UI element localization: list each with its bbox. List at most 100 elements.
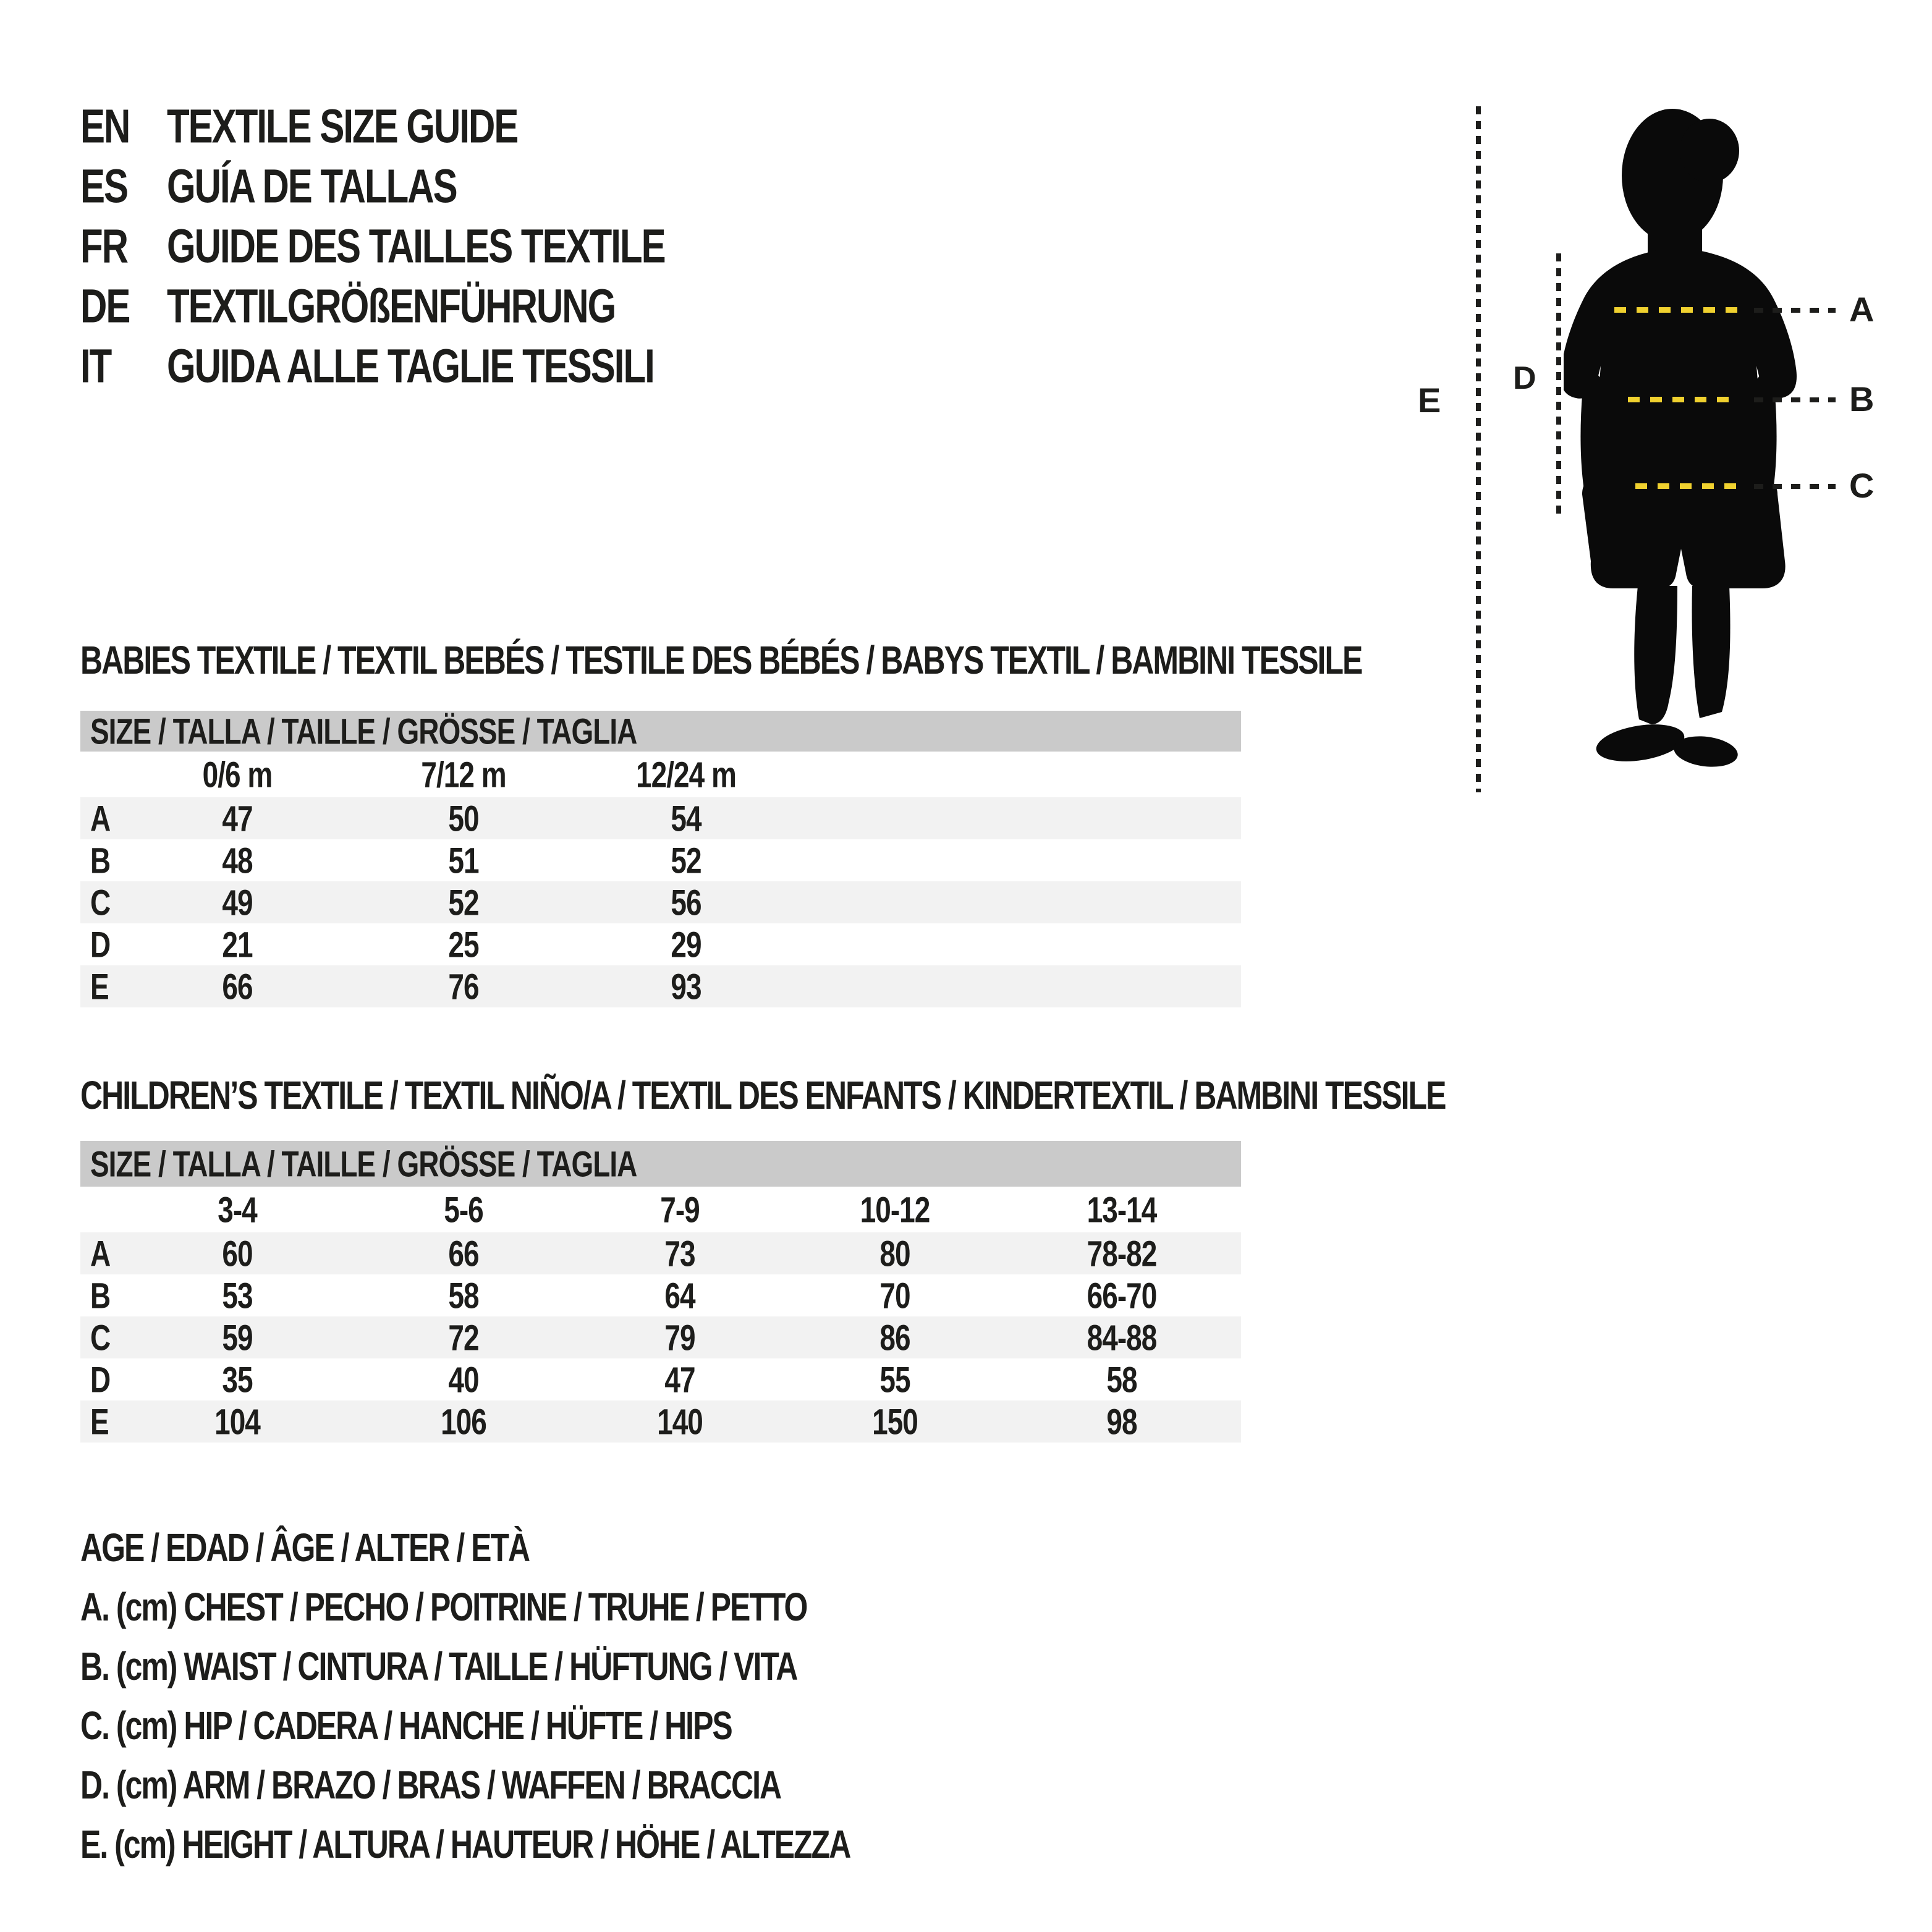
children-row-label-B: B: [90, 1274, 111, 1316]
legend-hip-text: C. (cm) HIP / CADERA / HANCHE / HÜFTE / …: [80, 1703, 733, 1748]
babies-cell-B-0: 48: [222, 839, 253, 881]
legend-waist-text: B. (cm) WAIST / CINTURA / TAILLE / HÜFTU…: [80, 1644, 798, 1688]
children-row-A: A 60 66 73 80 78-82: [80, 1232, 1241, 1274]
children-section-heading: CHILDREN’S TEXTILE / TEXTIL NIÑO/A / TEX…: [80, 1073, 1446, 1117]
legend-height-text: E. (cm) HEIGHT / ALTURA / HAUTEUR / HÖHE…: [80, 1822, 851, 1866]
lang-code-es: ES: [80, 159, 129, 213]
silhouette-right-shoe: [1674, 736, 1738, 767]
title-es: GUÍA DE TALLAS: [167, 159, 458, 213]
babies-cell-C-2: 56: [671, 881, 701, 923]
legend-chest-text: A. (cm) CHEST / PECHO / POITRINE / TRUHE…: [80, 1585, 808, 1629]
babies-cell-D-2: 29: [671, 923, 701, 965]
children-row-label-D: D: [90, 1358, 111, 1400]
babies-row-B: B 48 51 52: [80, 839, 1241, 881]
babies-row-label-A: A: [90, 797, 111, 839]
babies-column-header-row: 0/6 m 7/12 m 12/24 m: [80, 752, 1241, 797]
children-size-header-text: SIZE / TALLA / TAILLE / GRÖSSE / TAGLIA: [90, 1143, 637, 1185]
silhouette-left-leg: [1634, 586, 1677, 724]
figure-label-a: A: [1849, 290, 1875, 329]
lang-code-fr: FR: [80, 219, 129, 273]
figure-label-c: C: [1849, 466, 1875, 505]
children-row-E: E 104 106 140 150 98: [80, 1400, 1241, 1443]
lang-code-de: DE: [80, 279, 130, 333]
children-cell-B-4: 66-70: [1087, 1274, 1158, 1316]
children-row-B: B 53 58 64 70 66-70: [80, 1274, 1241, 1316]
hip-leader-line: [1754, 484, 1836, 489]
hip-line-yellow: [1635, 483, 1743, 489]
children-col-header-2: 7-9: [660, 1188, 700, 1231]
legend-waist: B. (cm) WAIST / CINTURA / TAILLE / HÜFTU…: [80, 1644, 798, 1688]
silhouette-hair: [1680, 119, 1739, 183]
children-cell-D-1: 40: [448, 1358, 479, 1400]
children-col-header-3: 10-12: [860, 1188, 931, 1231]
children-size-header-bar: SIZE / TALLA / TAILLE / GRÖSSE / TAGLIA: [80, 1141, 1241, 1187]
chest-line-yellow: [1614, 307, 1739, 313]
children-cell-D-0: 35: [222, 1358, 253, 1400]
children-cell-A-4: 78-82: [1087, 1232, 1158, 1274]
arm-measure-line-d: [1556, 253, 1561, 519]
babies-section-heading: BABIES TEXTILE / TEXTIL BEBÉS / TESTILE …: [80, 638, 1363, 682]
babies-row-A: A 47 50 54: [80, 797, 1241, 839]
children-cell-B-0: 53: [222, 1274, 253, 1316]
children-cell-C-0: 59: [222, 1316, 253, 1358]
babies-row-label-D: D: [90, 923, 111, 965]
children-cell-D-3: 55: [879, 1358, 910, 1400]
babies-cell-E-0: 66: [222, 965, 253, 1007]
title-en: TEXTILE SIZE GUIDE: [167, 100, 519, 153]
children-cell-C-2: 79: [664, 1316, 695, 1358]
children-heading-text: CHILDREN’S TEXTILE / TEXTIL NIÑO/A / TEX…: [80, 1073, 1446, 1117]
babies-cell-E-2: 93: [671, 965, 701, 1007]
children-cell-C-1: 72: [448, 1316, 479, 1358]
babies-size-header-text: SIZE / TALLA / TAILLE / GRÖSSE / TAGLIA: [90, 710, 637, 752]
legend-age: AGE / EDAD / ÂGE / ALTER / ETÀ: [80, 1525, 530, 1570]
babies-col-header-1: 7/12 m: [421, 753, 506, 795]
babies-cell-B-2: 52: [671, 839, 701, 881]
babies-cell-A-2: 54: [671, 797, 701, 839]
legend-hip: C. (cm) HIP / CADERA / HANCHE / HÜFTE / …: [80, 1703, 733, 1748]
babies-cell-C-1: 52: [448, 881, 479, 923]
children-cell-D-4: 58: [1106, 1358, 1137, 1400]
babies-row-E: E 66 76 93: [80, 965, 1241, 1007]
legend-age-text: AGE / EDAD / ÂGE / ALTER / ETÀ: [80, 1525, 530, 1570]
children-cell-B-1: 58: [448, 1274, 479, 1316]
babies-cell-D-1: 25: [448, 923, 479, 965]
babies-row-D: D 21 25 29: [80, 923, 1241, 965]
babies-col-header-0: 0/6 m: [202, 753, 273, 795]
height-measure-line-e: [1476, 106, 1481, 792]
title-it: GUIDA ALLE TAGLIE TESSILI: [167, 339, 655, 393]
children-column-header-row: 3-4 5-6 7-9 10-12 13-14: [80, 1187, 1241, 1232]
children-cell-A-0: 60: [222, 1232, 253, 1274]
silhouette-left-shoe: [1596, 724, 1685, 761]
title-de: TEXTILGRÖßENFÜHRUNG: [167, 279, 616, 333]
children-col-header-1: 5-6: [444, 1188, 483, 1231]
waist-line-yellow: [1628, 397, 1739, 402]
babies-cell-C-0: 49: [222, 881, 253, 923]
lang-code-it: IT: [80, 339, 112, 393]
figure-label-e: E: [1418, 381, 1441, 420]
children-cell-E-2: 140: [657, 1400, 703, 1443]
chest-leader-line: [1754, 308, 1836, 313]
babies-row-label-C: C: [90, 881, 111, 923]
children-cell-A-3: 80: [879, 1232, 910, 1274]
babies-size-header-bar: SIZE / TALLA / TAILLE / GRÖSSE / TAGLIA: [80, 711, 1241, 752]
legend-height: E. (cm) HEIGHT / ALTURA / HAUTEUR / HÖHE…: [80, 1822, 851, 1866]
children-col-header-4: 13-14: [1087, 1188, 1158, 1231]
children-row-D: D 35 40 47 55 58: [80, 1358, 1241, 1400]
children-cell-B-2: 64: [664, 1274, 695, 1316]
children-cell-E-3: 150: [872, 1400, 918, 1443]
babies-heading-text: BABIES TEXTILE / TEXTIL BEBÉS / TESTILE …: [80, 638, 1363, 682]
children-cell-A-2: 73: [664, 1232, 695, 1274]
children-cell-E-4: 98: [1106, 1400, 1137, 1443]
babies-cell-A-1: 50: [448, 797, 479, 839]
babies-cell-B-1: 51: [448, 839, 479, 881]
figure-label-d: D: [1513, 360, 1536, 396]
children-cell-E-0: 104: [214, 1400, 261, 1443]
children-row-label-A: A: [90, 1232, 111, 1274]
children-col-header-0: 3-4: [218, 1188, 257, 1231]
silhouette-right-leg: [1692, 586, 1731, 718]
legend-arm-text: D. (cm) ARM / BRAZO / BRAS / WAFFEN / BR…: [80, 1763, 782, 1807]
children-cell-C-3: 86: [879, 1316, 910, 1358]
children-cell-C-4: 84-88: [1087, 1316, 1158, 1358]
silhouette-shorts: [1582, 481, 1786, 588]
